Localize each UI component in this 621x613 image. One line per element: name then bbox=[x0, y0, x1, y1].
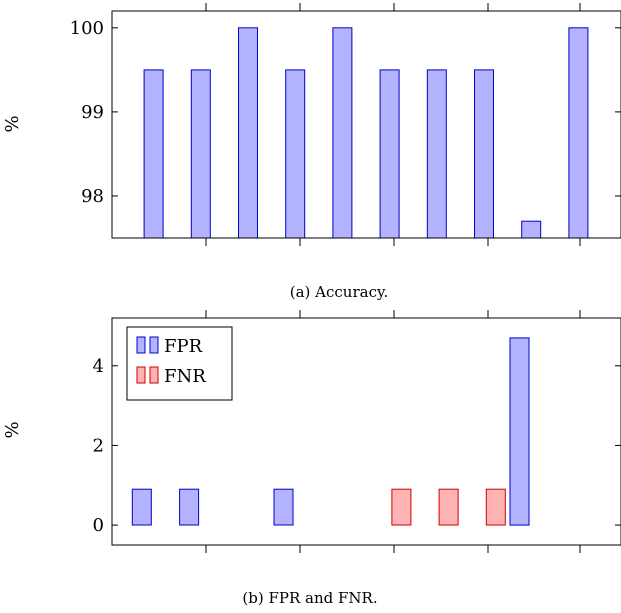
fpr-fnr-axis-ticks: 0 2 4 bbox=[93, 310, 621, 553]
accuracy-axis-ticks: 98 99 100 bbox=[70, 3, 621, 246]
accuracy-y-axis-label: % bbox=[2, 115, 23, 132]
y-tick-label: 2 bbox=[93, 435, 104, 456]
fpr-bar bbox=[179, 488, 200, 526]
accuracy-bar bbox=[332, 27, 353, 239]
accuracy-bar bbox=[426, 69, 447, 239]
y-tick-label: 4 bbox=[93, 356, 104, 377]
fnr-legend-swatch bbox=[149, 366, 159, 384]
accuracy-bars bbox=[143, 27, 589, 239]
y-tick-label: 98 bbox=[81, 186, 104, 207]
legend: FPR FNR bbox=[126, 326, 233, 401]
accuracy-bar bbox=[190, 69, 211, 239]
fnr-bar bbox=[438, 488, 459, 526]
accuracy-bar bbox=[379, 69, 400, 239]
fpr-bar bbox=[509, 337, 530, 526]
fpr-fnr-bars bbox=[131, 337, 530, 526]
accuracy-bar bbox=[238, 27, 258, 239]
accuracy-bar bbox=[474, 69, 494, 239]
fnr-legend-label: FNR bbox=[164, 366, 206, 387]
fpr-legend-label: FPR bbox=[164, 336, 203, 357]
accuracy-chart: 98 99 100 % (a) Accuracy. bbox=[2, 3, 621, 301]
accuracy-bar bbox=[143, 69, 164, 239]
accuracy-plot-frame bbox=[111, 10, 621, 239]
y-tick-label: 99 bbox=[81, 102, 104, 123]
y-tick-label: 0 bbox=[93, 515, 104, 536]
accuracy-bar bbox=[285, 69, 306, 239]
accuracy-caption: (a) Accuracy. bbox=[290, 283, 388, 301]
fpr-bar bbox=[131, 488, 152, 526]
fnr-legend-swatch bbox=[136, 366, 146, 384]
fpr-fnr-caption: (b) FPR and FNR. bbox=[242, 589, 377, 607]
accuracy-bar bbox=[568, 27, 589, 239]
fnr-bar bbox=[485, 488, 506, 526]
fpr-fnr-chart: 0 2 4 % (b) FPR and FNR. FPR FNR bbox=[2, 310, 621, 607]
accuracy-bar bbox=[521, 220, 542, 239]
fnr-bar bbox=[391, 488, 412, 526]
fpr-fnr-y-axis-label: % bbox=[2, 421, 23, 438]
y-tick-label: 100 bbox=[70, 18, 104, 39]
fpr-bar bbox=[273, 488, 294, 526]
fpr-fnr-plot-frame bbox=[111, 317, 621, 546]
fpr-legend-swatch bbox=[136, 336, 146, 354]
fpr-legend-swatch bbox=[149, 336, 159, 354]
